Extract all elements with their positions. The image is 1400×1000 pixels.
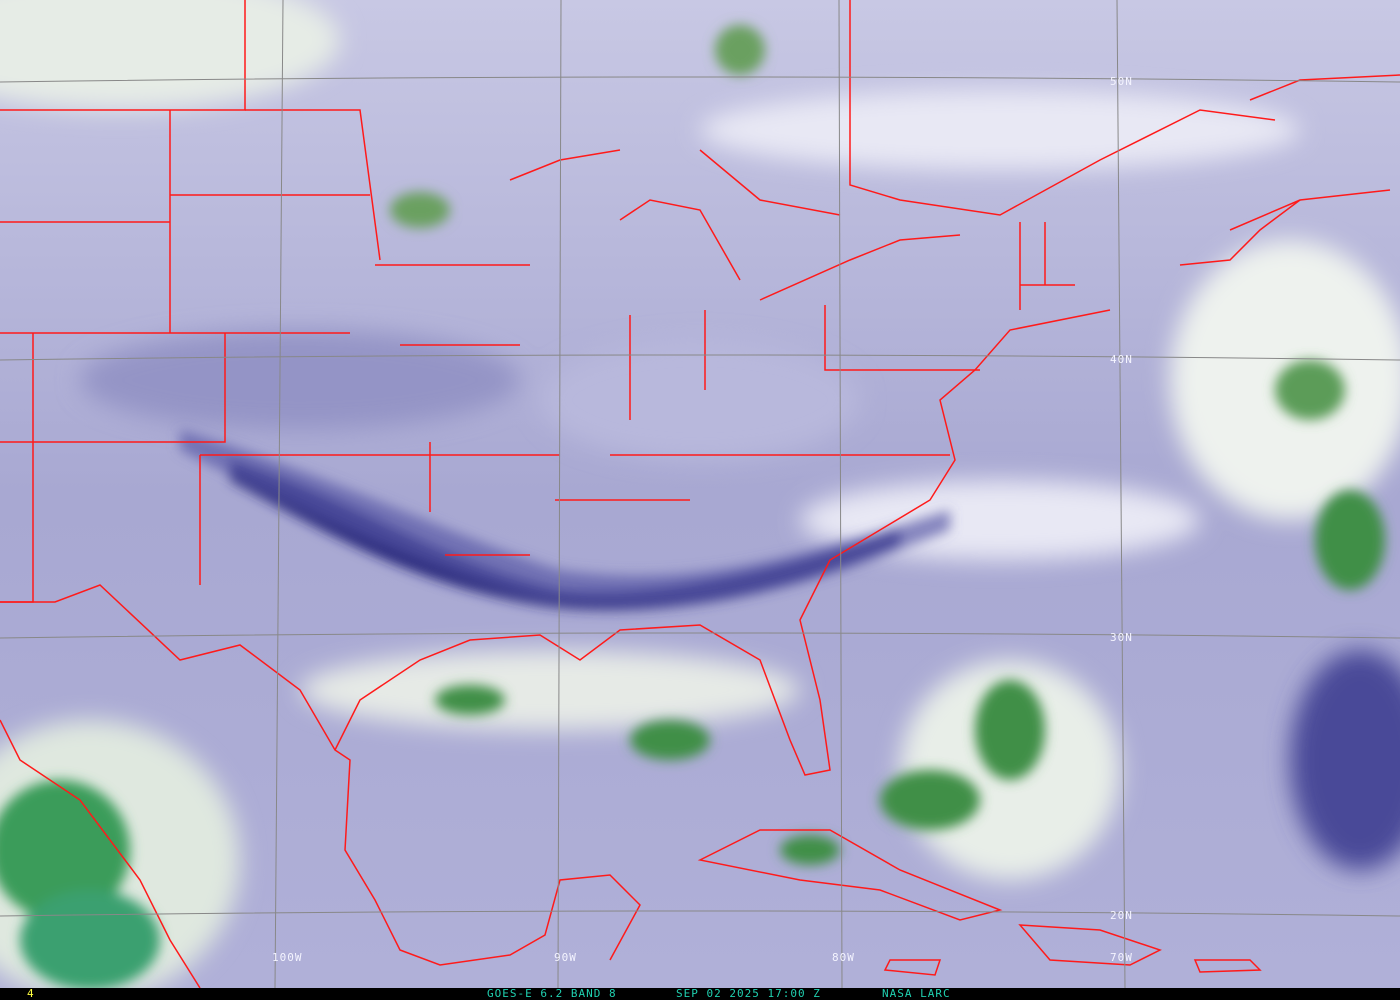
lat-label-30n: 30N [1110,631,1133,644]
dry-air-band [180,430,950,610]
image-credit: NASA LARC [882,987,951,1000]
image-caption-bar: 4 GOES-E 6.2 BAND 8 SEP 02 2025 17:00 Z … [0,988,1400,1000]
lat-label-20n: 20N [1110,909,1133,922]
frame-number: 4 [27,987,34,1000]
lat-label-40n: 40N [1110,353,1133,366]
product-title: GOES-E 6.2 BAND 8 [487,987,617,1000]
lat-label-50n: 50N [1110,75,1133,88]
image-datetime: SEP 02 2025 17:00 Z [676,987,821,1000]
moist-convection [0,25,1385,988]
lon-label-80w: 80W [832,951,855,964]
lon-label-100w: 100W [272,951,303,964]
lon-label-90w: 90W [554,951,577,964]
lon-label-70w: 70W [1110,951,1133,964]
